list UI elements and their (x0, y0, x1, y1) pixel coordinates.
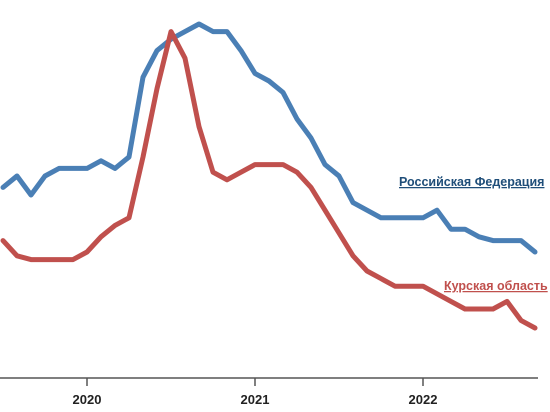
x-tick-label: 2020 (73, 392, 102, 407)
series-label-russia: Российская Федерация (399, 175, 544, 189)
series-line-1 (0, 29, 538, 331)
x-tick-label: 2021 (241, 392, 270, 407)
series-label-kursk: Курская область (444, 279, 548, 293)
series-layer (0, 21, 538, 331)
x-axis: 2020 2021 2022 (0, 377, 538, 407)
series-labels: Российская Федерация Курская область (399, 175, 548, 293)
series-line-0 (0, 21, 538, 255)
x-tick-label: 2022 (409, 392, 438, 407)
